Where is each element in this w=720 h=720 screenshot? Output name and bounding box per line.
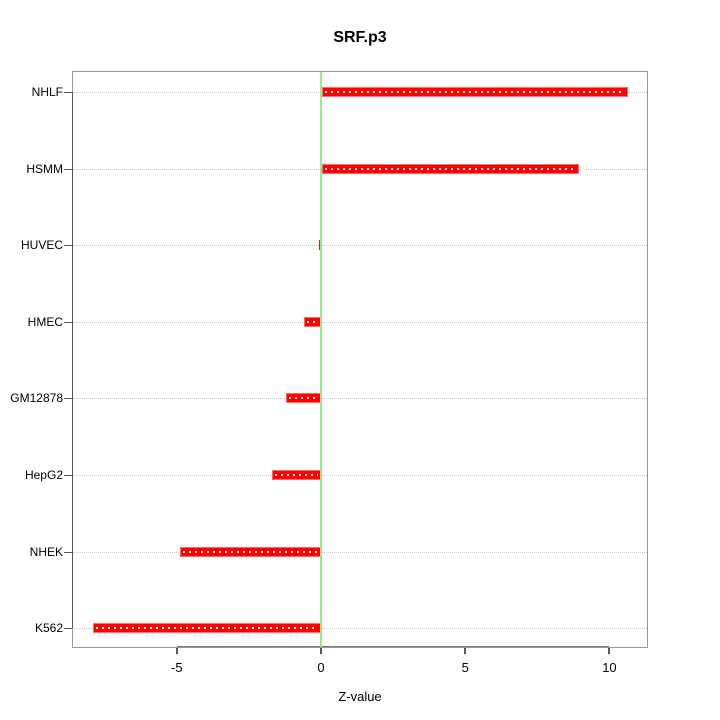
- x-axis-tick-label: 5: [461, 660, 469, 675]
- y-axis-tick: [64, 628, 72, 630]
- y-axis-label-hsmm: HSMM: [26, 161, 63, 176]
- plot-area: NHLF HSMM HUVEC HMEC GM12878 HepG2 NHEK K562 -5 0…: [10, 71, 648, 675]
- y-axis-label-k562: K562: [34, 621, 63, 636]
- gridline: [73, 628, 647, 630]
- y-axis-label-nhek: NHEK: [29, 544, 63, 559]
- bar-dash-pattern: [306, 320, 318, 323]
- bar-hepg2: [271, 470, 321, 480]
- y-axis-tick: [64, 551, 72, 553]
- bar-dash-pattern: [325, 167, 576, 170]
- gridline: [73, 245, 647, 247]
- chart-title: SRF.p3: [333, 29, 387, 46]
- gridline: [73, 475, 647, 476]
- bar-gm12878: [286, 393, 321, 404]
- zero-reference-line: [320, 72, 322, 647]
- x-axis-tick: [608, 648, 611, 654]
- bar-nhek: [179, 546, 321, 557]
- gridline: [73, 398, 647, 400]
- gridline: [73, 551, 647, 553]
- x-axis-tick-label: 10: [602, 660, 617, 675]
- x-axis-line: [176, 646, 610, 647]
- bar-nhlf: [322, 87, 628, 97]
- y-axis-tick: [64, 92, 72, 93]
- y-axis-label-hepg2: HepG2: [24, 468, 63, 482]
- bar-dash-pattern: [325, 91, 625, 93]
- y-axis-tick: [64, 168, 72, 170]
- y-axis-tick: [64, 321, 72, 323]
- y-axis-label-huvec: HUVEC: [20, 238, 63, 253]
- bar-hmec: [303, 316, 321, 327]
- x-axis-title: Z-value: [338, 689, 382, 704]
- bar-hsmm: [322, 163, 579, 174]
- bar-k562: [93, 623, 321, 634]
- x-axis-tick: [464, 648, 467, 654]
- bar-dash-pattern: [182, 550, 318, 553]
- y-axis-tick: [64, 245, 72, 247]
- y-axis-label-hmec: HMEC: [27, 314, 63, 329]
- bar-dash-pattern: [96, 627, 318, 630]
- bar-dash-pattern: [274, 474, 318, 476]
- y-axis-tick: [64, 475, 72, 476]
- x-axis-tick-label: 0: [317, 660, 325, 675]
- y-axis-label-gm12878: GM12878: [10, 391, 63, 406]
- gridline: [73, 321, 647, 323]
- y-axis-line: [72, 92, 73, 629]
- y-axis-tick: [64, 398, 72, 400]
- x-axis-tick-label: -5: [170, 660, 183, 675]
- y-axis-label-nhlf: NHLF: [31, 85, 63, 99]
- x-axis-tick: [175, 648, 178, 654]
- x-axis-tick: [320, 648, 322, 654]
- bar-dash-pattern: [289, 397, 318, 400]
